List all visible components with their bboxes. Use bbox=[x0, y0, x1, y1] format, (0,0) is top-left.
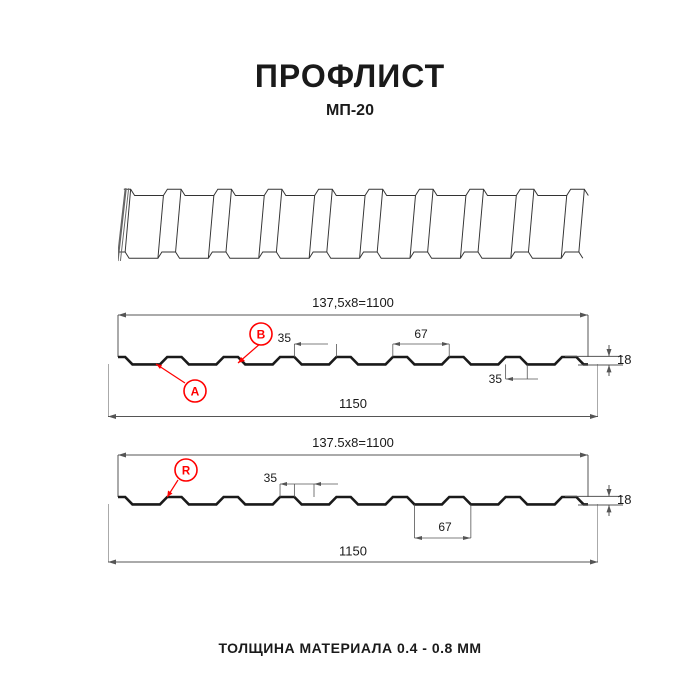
svg-text:18: 18 bbox=[617, 352, 631, 367]
svg-text:67: 67 bbox=[414, 327, 428, 341]
svg-text:137,5x8=1100: 137,5x8=1100 bbox=[312, 295, 394, 310]
svg-text:137.5x8=1100: 137.5x8=1100 bbox=[312, 435, 394, 450]
svg-text:35: 35 bbox=[264, 471, 278, 485]
svg-text:67: 67 bbox=[438, 520, 452, 534]
svg-text:18: 18 bbox=[617, 492, 631, 507]
svg-text:B: B bbox=[257, 328, 266, 342]
svg-text:35: 35 bbox=[489, 372, 503, 386]
svg-text:35: 35 bbox=[278, 331, 292, 345]
svg-text:R: R bbox=[182, 466, 191, 478]
svg-text:1150: 1150 bbox=[339, 544, 367, 559]
svg-text:A: A bbox=[191, 385, 200, 399]
svg-text:1150: 1150 bbox=[339, 396, 367, 411]
